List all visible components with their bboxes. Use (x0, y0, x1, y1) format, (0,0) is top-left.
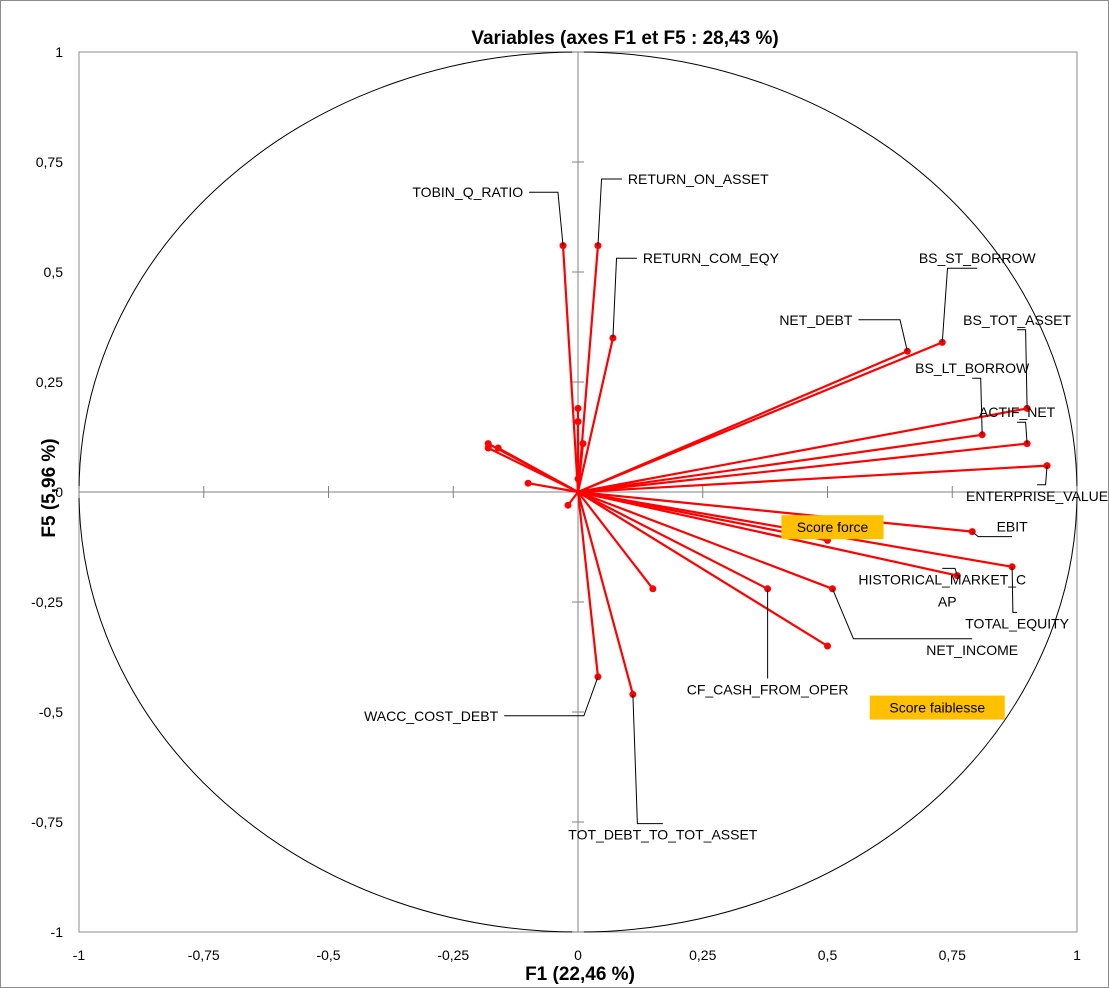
leader-line (941, 267, 978, 343)
vector-point (574, 475, 582, 483)
vector-line (497, 447, 579, 493)
vector-point (524, 479, 532, 487)
plot-area: -1 -0,75 -0,5 -0,25 0 0,25 0,5 0,75 1 1 0,75 0,5 0,2… (31, 44, 1108, 963)
annotation-box (781, 515, 884, 540)
y-tick-label: -0,25 (31, 594, 63, 610)
vector-line (577, 490, 958, 577)
point-label: WACC_COST_DEBT (364, 708, 499, 724)
x-tick-label: -0,5 (316, 947, 340, 963)
point-label: RETURN_ON_ASSET (628, 171, 769, 187)
leader-line (612, 257, 637, 339)
vector-line (576, 491, 634, 695)
vector-point (574, 404, 582, 412)
point-label: EBIT (997, 519, 1029, 535)
vector-point (494, 444, 502, 452)
annotation-box (869, 695, 1005, 720)
y-tick-label: 1 (55, 44, 63, 60)
point-label: NET_INCOME (926, 642, 1018, 658)
vector-line (527, 482, 579, 494)
vector-line (577, 491, 654, 590)
annotation-label: Score faiblesse (889, 700, 985, 716)
point-label: TOTAL_EQUITY (965, 615, 1069, 631)
chart-title: Variables (axes F1 et F5 : 28,43 %) (471, 28, 778, 49)
vector-line (577, 490, 833, 590)
point-label: TOBIN_Q_RATIO (412, 184, 523, 200)
vector-point (484, 444, 492, 452)
vector-line (577, 490, 973, 533)
point-label: HISTORICAL_MARKET_C (858, 571, 1026, 587)
vector-line (577, 464, 1048, 494)
point-label: NET_DEBT (779, 312, 853, 328)
vector-point (649, 585, 657, 593)
vector-line (577, 491, 769, 590)
vector-line (577, 350, 908, 494)
leader-line (832, 588, 973, 640)
leader-line (971, 531, 1013, 538)
y-axis-label: F5 (5,96 %) (39, 438, 60, 537)
x-tick-label: 0,5 (818, 947, 838, 963)
y-tick-label: 0 (55, 484, 63, 500)
point-label: BS_ST_BORROW (919, 250, 1036, 266)
vector-point (574, 418, 582, 426)
leader-line (632, 694, 663, 825)
point-label: RETURN_COM_EQY (643, 250, 780, 266)
leader-line (1011, 566, 1018, 613)
leader-line (597, 178, 622, 246)
vector-point (564, 501, 572, 509)
x-axis-label: F1 (22,46 %) (525, 964, 635, 985)
y-tick-label: 0,25 (36, 374, 63, 390)
y-tick-label: 0,5 (44, 264, 64, 280)
vector-point (824, 642, 831, 650)
x-tick-label: 1 (1073, 947, 1081, 963)
x-tick-label: -1 (73, 947, 86, 963)
leader-line (1037, 465, 1048, 486)
point-label: BS_TOT_ASSET (963, 312, 1071, 328)
leader-line (1017, 329, 1028, 409)
x-tick-label: 0,75 (939, 947, 966, 963)
vector-line (577, 442, 1028, 494)
vector-line (576, 491, 600, 677)
x-tick-label: -0,75 (188, 947, 220, 963)
leader-line (972, 377, 983, 435)
point-label: ACTIF_NET (979, 404, 1056, 420)
x-tick-label: -0,25 (437, 947, 469, 963)
leader-line (504, 676, 599, 717)
x-tick-label: 0,25 (689, 947, 716, 963)
y-tick-label: -0,75 (31, 814, 63, 830)
point-label: TOT_DEBT_TO_TOT_ASSET (568, 827, 758, 843)
point-label: CF_CASH_FROM_OPER (687, 681, 849, 697)
y-tick-label: 0,75 (36, 154, 63, 170)
annotation-label: Score force (797, 519, 869, 535)
vector-line (577, 407, 1028, 494)
leader-line (529, 191, 564, 246)
vector-line (577, 491, 829, 647)
leader-line (858, 319, 908, 352)
x-tick-label: 0 (574, 947, 582, 963)
leader-line (1017, 421, 1028, 444)
point-label: ENTERPRISE_VALUE (966, 488, 1108, 504)
vector-line (561, 245, 580, 493)
vector-point (579, 440, 587, 448)
vector-line (576, 337, 615, 493)
vector-line (577, 433, 983, 494)
y-tick-label: -0,5 (39, 704, 63, 720)
point-label: BS_LT_BORROW (915, 360, 1030, 376)
y-tick-label: -1 (51, 924, 64, 940)
point-label: AP (938, 593, 957, 609)
leader-line (942, 567, 958, 576)
